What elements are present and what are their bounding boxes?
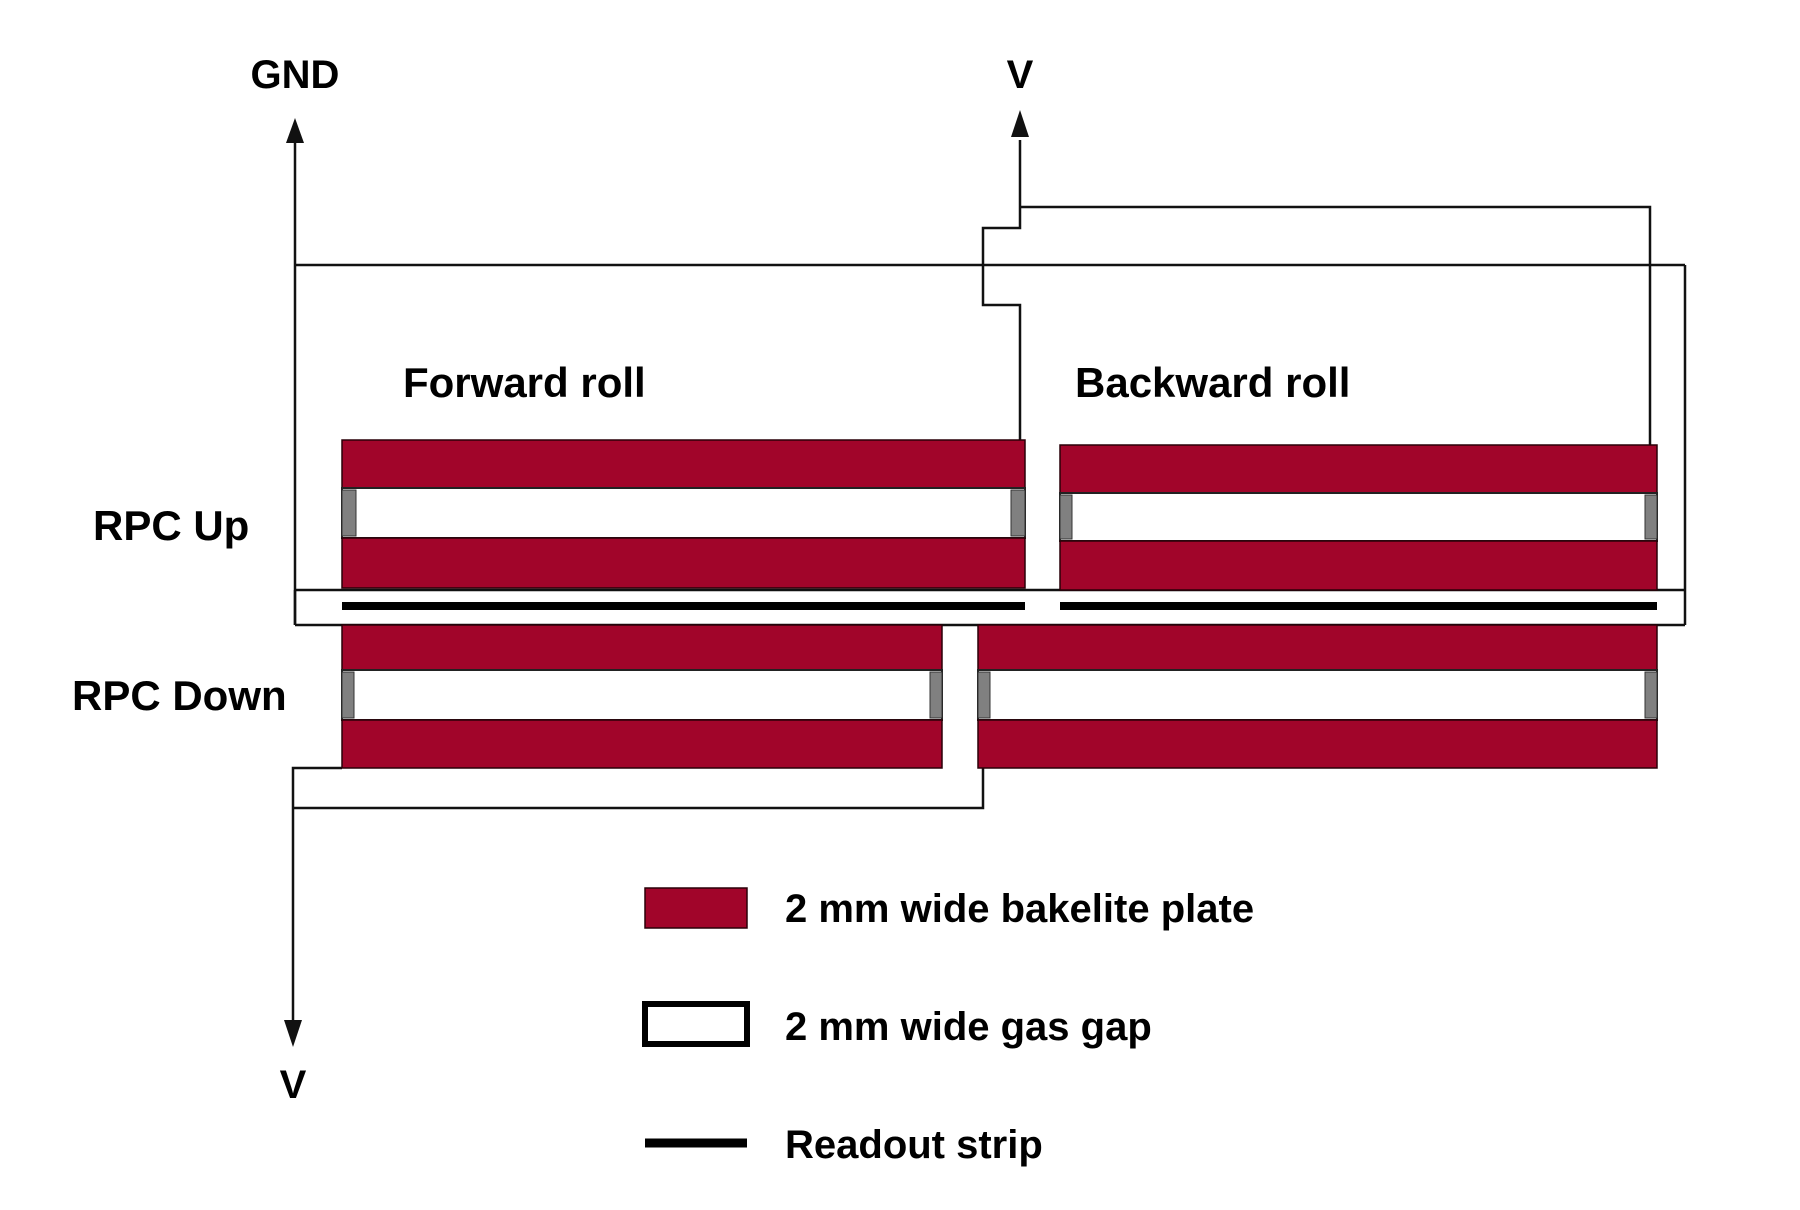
spacer-right (1010, 489, 1026, 537)
gas-gap (341, 669, 943, 721)
bakelite-plate (977, 624, 1658, 671)
gas-gap (1059, 492, 1658, 542)
bakelite-plate (977, 719, 1658, 769)
v-top-backward-wire (1020, 205, 1652, 445)
v-bottom-arrow-icon (284, 1020, 302, 1047)
bakelite-plate (341, 624, 943, 671)
gas-gap (977, 669, 1658, 721)
legend-gas-gap-label: 2 mm wide gas gap (785, 1005, 1152, 1049)
gnd-label: GND (251, 53, 340, 97)
spacer-left (341, 489, 357, 537)
gas-gap (341, 487, 1026, 539)
v-bottom-wire-inner (293, 768, 985, 810)
bakelite-plate (1059, 540, 1658, 591)
v-top-arrow-icon (1011, 110, 1029, 137)
bakelite-plate (341, 537, 1026, 589)
forward-roll-label: Forward roll (403, 359, 646, 406)
bakelite-plate (341, 439, 1026, 489)
bakelite-plate (1059, 444, 1658, 494)
spacer-right (1644, 671, 1658, 719)
legend-gas-gap-swatch (642, 1001, 750, 1047)
gnd-arrow-icon (286, 118, 304, 143)
v-top-wire (981, 140, 1022, 440)
spacer-right (1644, 494, 1658, 540)
v-top-label: V (1007, 53, 1034, 97)
spacer-left (1059, 494, 1073, 540)
legend-readout-strip-label: Readout strip (785, 1123, 1043, 1167)
rpc-up-backward-roll (1059, 444, 1658, 591)
bakelite-plate (341, 719, 943, 769)
legend-bakelite-swatch (644, 887, 748, 929)
rpc-down-backward-roll (977, 624, 1658, 769)
spacer-left (341, 671, 355, 719)
v-bottom-wire-outer (291, 766, 342, 1030)
rpc-up-forward-roll (341, 439, 1026, 589)
spacer-left (977, 671, 991, 719)
legend-bakelite-label: 2 mm wide bakelite plate (785, 887, 1254, 931)
rpc-up-label: RPC Up (93, 502, 249, 549)
legend: 2 mm wide bakelite plate 2 mm wide gas g… (642, 887, 1254, 1167)
rpc-down-forward-roll (341, 624, 943, 769)
v-bottom-label: V (280, 1063, 307, 1107)
rpc-down-label: RPC Down (72, 672, 287, 719)
spacer-right (929, 671, 943, 719)
backward-roll-label: Backward roll (1075, 359, 1350, 406)
